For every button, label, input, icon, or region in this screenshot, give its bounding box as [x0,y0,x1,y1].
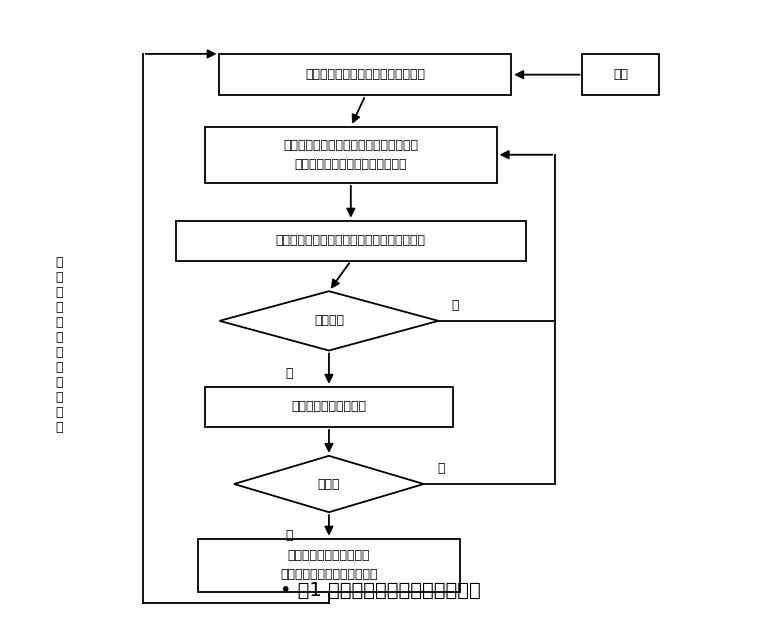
Text: 处理: 处理 [613,68,629,81]
Text: 是: 是 [285,529,293,542]
Text: 监理单位审核自检资料是否真实、可靠、完整: 监理单位审核自检资料是否真实、可靠、完整 [276,234,426,247]
Polygon shape [220,291,439,350]
Bar [205,387,453,427]
Bar [205,127,497,183]
Bar [582,54,659,95]
Bar [220,54,511,95]
Text: 监理单位审核、签认单元
（工序）工程施工质量评定表: 监理单位审核、签认单元 （工序）工程施工质量评定表 [280,549,378,582]
Text: 进
入
下
一
单
元
（
工
序
）
工
程: 进 入 下 一 单 元 （ 工 序 ） 工 程 [55,256,63,434]
Polygon shape [234,456,424,512]
Text: 否: 否 [437,462,445,475]
Text: 合格否: 合格否 [318,478,340,491]
Bar [176,221,526,261]
Bar [198,539,461,592]
Text: • 图1 单元工程质量检验工作程序图: • 图1 单元工程质量检验工作程序图 [280,581,480,599]
Text: 施工单位进行自检，作好施工记录，填报
单元（工序）工程施工质量评定表: 施工单位进行自检，作好施工记录，填报 单元（工序）工程施工质量评定表 [283,139,418,171]
Text: 否: 否 [451,299,459,312]
Text: 监理单位现场抽样检验: 监理单位现场抽样检验 [291,400,366,413]
Text: 是: 是 [285,367,293,380]
Text: 审核结果: 审核结果 [314,315,344,328]
Text: 单元（工序）工程施工（处理）完毕: 单元（工序）工程施工（处理）完毕 [306,68,426,81]
